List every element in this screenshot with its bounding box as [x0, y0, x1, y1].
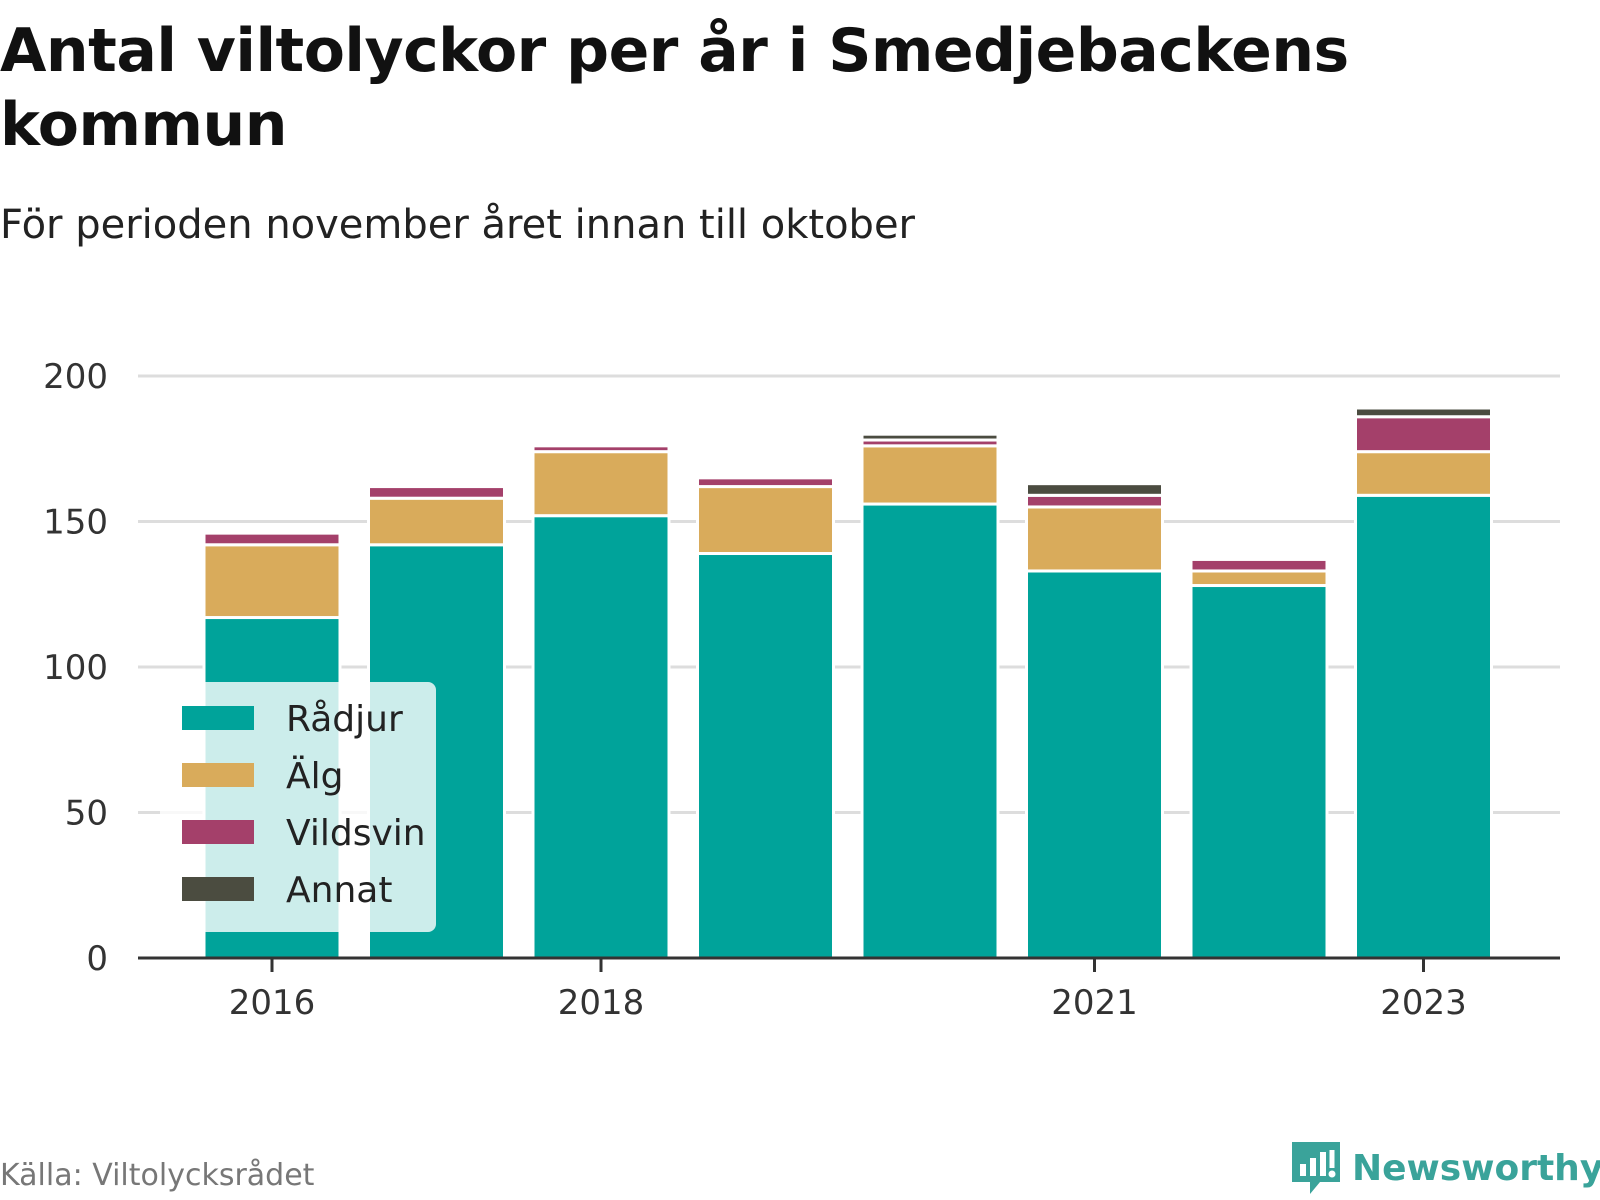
bar-segment-rådjur — [696, 552, 835, 960]
y-tick-label: 100 — [43, 648, 108, 688]
legend-background — [160, 682, 436, 932]
legend-swatch-älg — [182, 763, 254, 787]
source-note: Källa: Viltolycksrådet — [0, 1158, 315, 1193]
bar-segment-älg — [860, 444, 1000, 506]
legend-swatch-rådjur — [182, 706, 254, 730]
bar-segment-annat — [1025, 482, 1164, 497]
y-axis-tick-labels: 0 50 100 150 200 — [43, 357, 108, 979]
bar-stack-2019 — [696, 476, 835, 960]
x-tick-label: 2023 — [1380, 983, 1467, 1023]
x-tick-label: 2021 — [1051, 983, 1138, 1023]
brand-name: Newsworthy — [1352, 1147, 1600, 1189]
bar-segment-älg — [367, 496, 506, 547]
bars — [202, 406, 1493, 960]
bar-segment-älg — [531, 450, 671, 518]
chart-title: Antal viltolyckor per år i Smedjebackens… — [0, 16, 1349, 160]
bar-segment-rådjur — [1025, 569, 1164, 960]
bar-segment-vildsvin — [1189, 557, 1329, 573]
legend-swatch-vildsvin — [182, 820, 254, 844]
x-axis: 2016 2018 2021 2023 — [138, 956, 1560, 1023]
bar-segment-vildsvin — [367, 485, 506, 500]
legend-label-vildsvin: Vildsvin — [286, 813, 426, 854]
bar-segment-rådjur — [531, 514, 671, 960]
chart-subtitle: För perioden november året innan till ok… — [0, 202, 915, 248]
brand-logo[interactable]: Newsworthy — [1290, 1140, 1600, 1196]
bar-segment-älg — [696, 485, 835, 556]
bar-segment-rådjur — [1189, 584, 1329, 960]
legend-label-rådjur: Rådjur — [286, 699, 403, 740]
bar-segment-vildsvin — [531, 444, 671, 454]
bar-segment-annat — [860, 432, 1000, 442]
x-tick-label: 2016 — [229, 983, 316, 1023]
bar-segment-vildsvin — [1354, 415, 1493, 454]
bar-segment-vildsvin — [202, 531, 342, 547]
bar-segment-älg — [1354, 450, 1493, 497]
bar-segment-rådjur — [1354, 493, 1493, 960]
stacked-bar-chart: 0 50 100 150 200 2016 2018 2021 2023 Rådjur Älg V… — [43, 357, 1560, 1023]
bar-stack-2023 — [1354, 406, 1493, 960]
bar-stack-2020 — [860, 432, 1000, 960]
bar-stack-2018 — [531, 444, 671, 960]
bar-segment-älg — [202, 543, 342, 620]
y-tick-label: 200 — [43, 357, 108, 397]
legend-swatch-annat — [182, 877, 254, 901]
bar-segment-vildsvin — [696, 476, 835, 489]
bar-stack-2021 — [1025, 482, 1164, 960]
bar-segment-vildsvin — [1025, 493, 1164, 509]
newsworthy-logo-icon — [1292, 1142, 1340, 1194]
legend-label-älg: Älg — [286, 755, 343, 797]
y-tick-label: 150 — [43, 503, 108, 543]
y-tick-label: 50 — [65, 794, 108, 834]
bar-segment-rådjur — [860, 502, 1000, 960]
bar-segment-älg — [1189, 569, 1329, 588]
legend-label-annat: Annat — [286, 870, 392, 911]
bar-segment-annat — [1354, 406, 1493, 419]
bar-segment-älg — [1025, 505, 1164, 573]
bar-stack-2022 — [1189, 554, 1329, 960]
y-tick-label: 0 — [86, 939, 108, 979]
legend: Rådjur Älg Vildsvin Annat — [160, 682, 436, 932]
bar-segment-annat — [1189, 554, 1329, 561]
x-tick-label: 2018 — [558, 983, 645, 1023]
